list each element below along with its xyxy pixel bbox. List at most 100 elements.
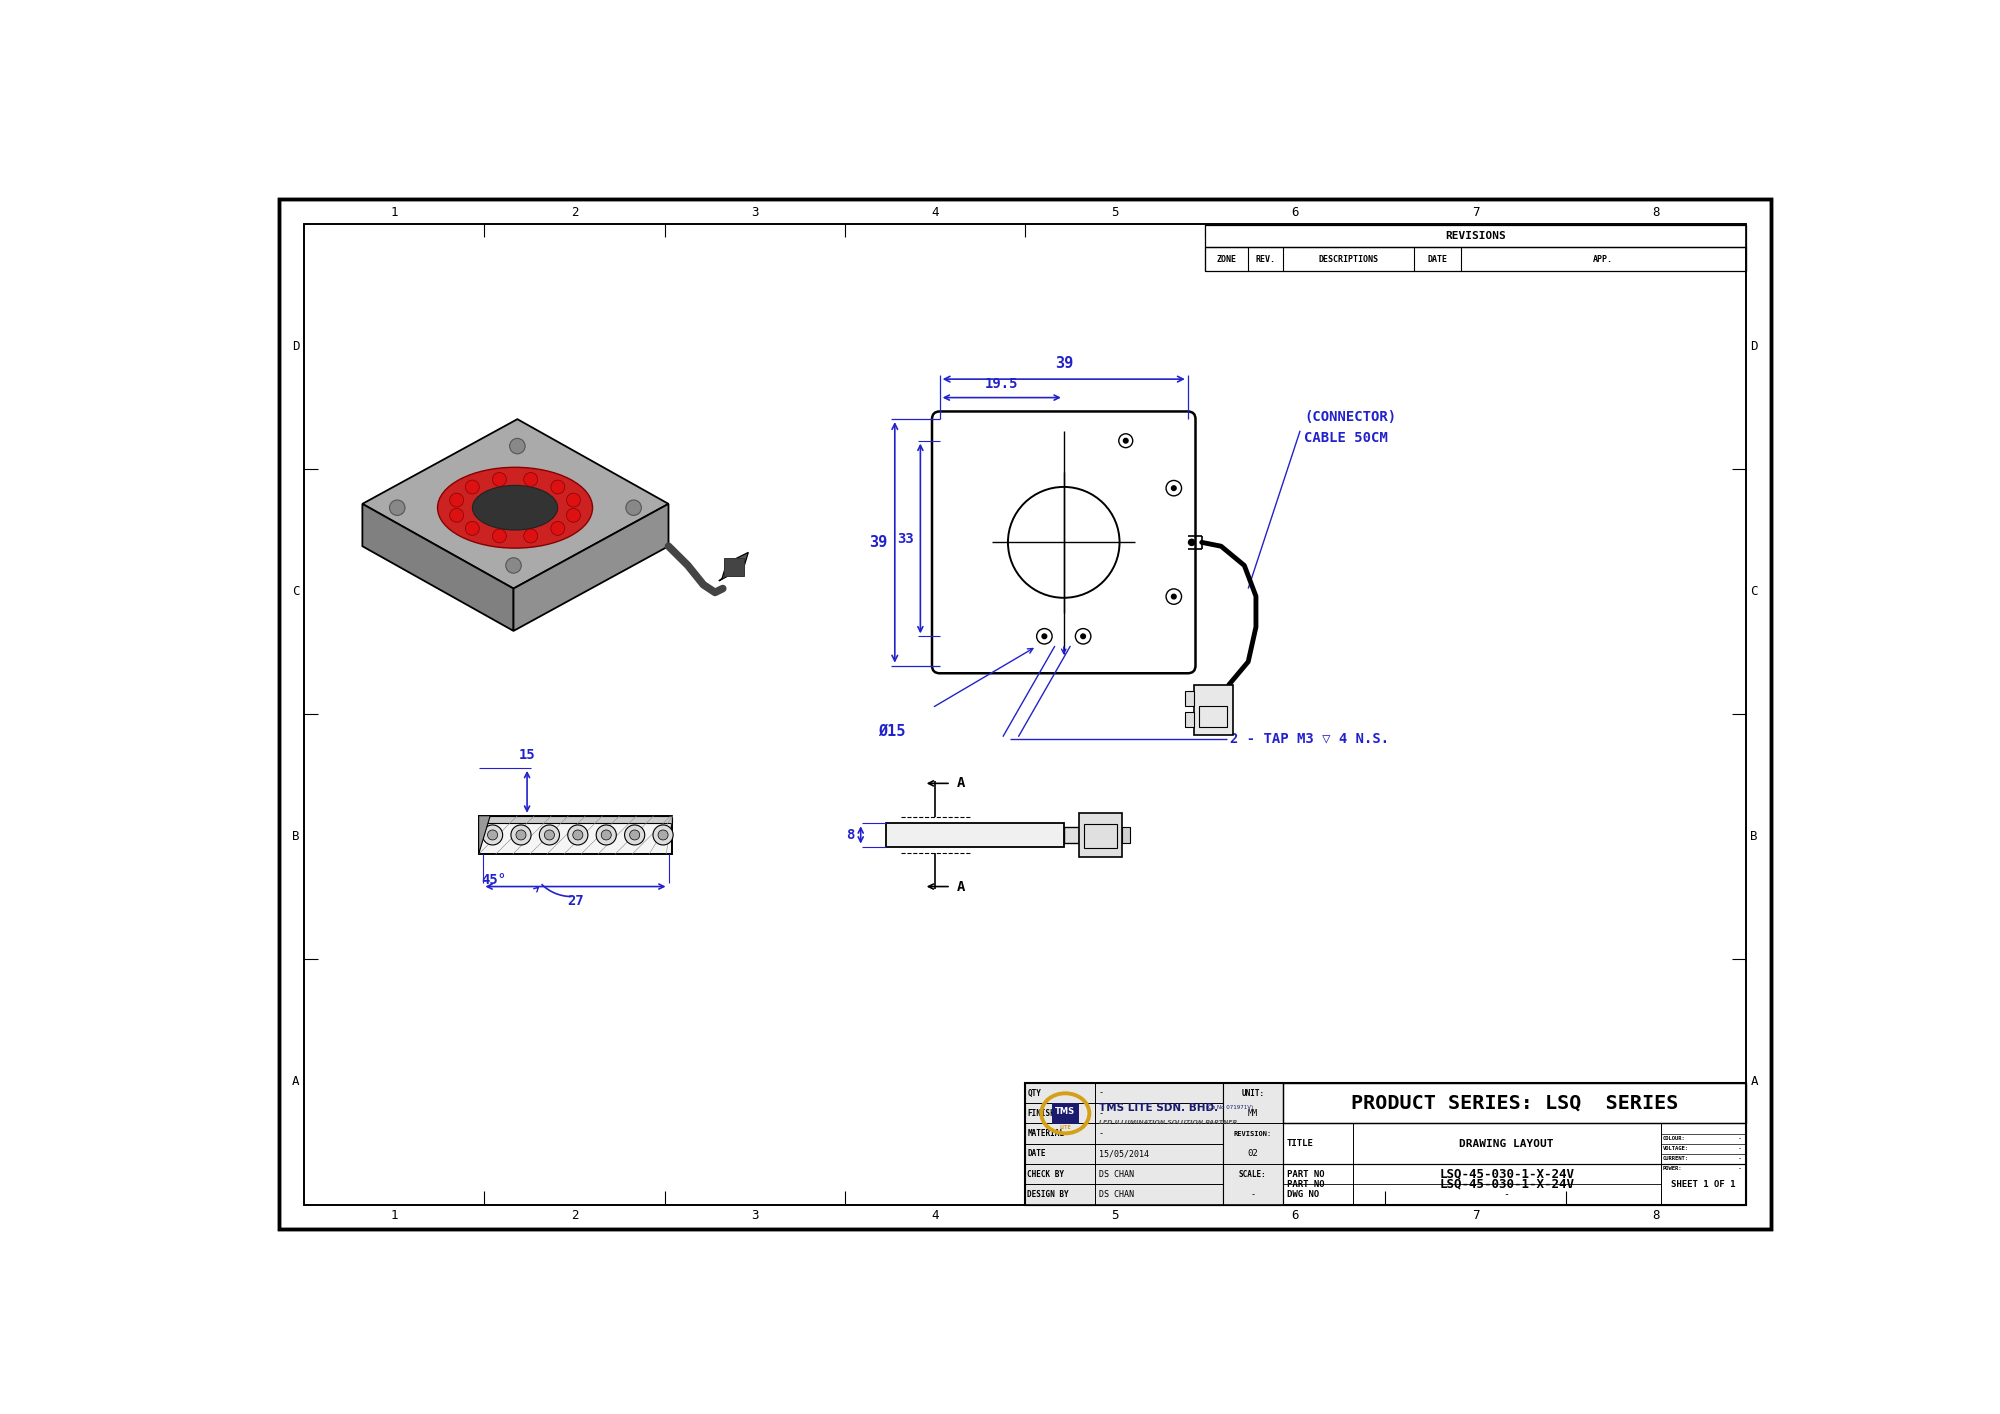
- Polygon shape: [362, 419, 668, 588]
- Bar: [886, 823, 1064, 847]
- Text: LSQ-45-030-1-X-24V: LSQ-45-030-1-X-24V: [1440, 1168, 1574, 1181]
- Text: CABLE 50CM: CABLE 50CM: [1304, 431, 1388, 445]
- Text: 8: 8: [1652, 1209, 1660, 1222]
- Text: DESIGN BY: DESIGN BY: [1028, 1191, 1068, 1199]
- Text: 8: 8: [1652, 206, 1660, 219]
- Text: 5: 5: [1112, 206, 1118, 219]
- Text: 2: 2: [570, 1209, 578, 1222]
- Circle shape: [1080, 633, 1086, 639]
- Circle shape: [482, 824, 502, 846]
- Circle shape: [1172, 594, 1176, 600]
- Text: POWER:: POWER:: [1662, 1167, 1682, 1171]
- Bar: [478, 816, 672, 823]
- Text: 3: 3: [750, 1209, 758, 1222]
- Bar: [478, 816, 672, 854]
- Circle shape: [510, 438, 526, 454]
- Text: QTY: QTY: [1028, 1089, 1042, 1097]
- Text: FINISHING: FINISHING: [1028, 1109, 1068, 1118]
- Circle shape: [1172, 486, 1176, 491]
- Text: 19.5: 19.5: [984, 378, 1018, 392]
- Text: -: -: [1738, 1155, 1742, 1161]
- Text: DRAWING LAYOUT: DRAWING LAYOUT: [1460, 1138, 1554, 1148]
- Text: REVISION:: REVISION:: [1234, 1131, 1272, 1137]
- FancyBboxPatch shape: [932, 411, 1196, 673]
- Text: 33: 33: [898, 532, 914, 546]
- Text: 4: 4: [932, 206, 938, 219]
- Circle shape: [492, 529, 506, 543]
- Text: -: -: [1738, 1165, 1742, 1172]
- Circle shape: [1188, 539, 1194, 546]
- Circle shape: [1124, 438, 1128, 443]
- Ellipse shape: [472, 485, 558, 530]
- Text: B: B: [292, 830, 300, 843]
- Bar: [1284, 1083, 1746, 1124]
- Text: DATE: DATE: [1428, 255, 1448, 263]
- Text: VOLTAGE:: VOLTAGE:: [1662, 1145, 1688, 1151]
- Text: -: -: [1098, 1130, 1104, 1138]
- Text: (CONNECTOR): (CONNECTOR): [1304, 410, 1396, 424]
- Text: 39: 39: [1054, 356, 1072, 372]
- Bar: [1064, 827, 1080, 843]
- Text: D: D: [1750, 339, 1758, 352]
- Text: 7: 7: [1472, 206, 1480, 219]
- Bar: [1024, 1083, 1222, 1205]
- Circle shape: [624, 824, 644, 846]
- Polygon shape: [478, 816, 490, 854]
- Text: -: -: [1098, 1109, 1104, 1118]
- Text: SCALE:: SCALE:: [1238, 1169, 1266, 1179]
- Text: LED ILLUMINATION SOLUTION PARTNER: LED ILLUMINATION SOLUTION PARTNER: [1098, 1120, 1236, 1126]
- Bar: [1206, 225, 1746, 246]
- Text: DS CHAN: DS CHAN: [1098, 1169, 1134, 1179]
- Text: D: D: [292, 339, 300, 352]
- Text: 3: 3: [750, 206, 758, 219]
- Text: TMS: TMS: [1056, 1107, 1076, 1116]
- Text: 6: 6: [1292, 1209, 1300, 1222]
- Text: 2 - TAP M3 ▽ 4 N.S.: 2 - TAP M3 ▽ 4 N.S.: [1230, 731, 1390, 745]
- Circle shape: [602, 830, 612, 840]
- Bar: [1222, 1083, 1284, 1205]
- Ellipse shape: [438, 467, 592, 549]
- Bar: [1206, 246, 1746, 271]
- Text: 27: 27: [568, 894, 584, 908]
- Bar: [1184, 691, 1194, 707]
- Text: Ø15: Ø15: [878, 724, 906, 738]
- Text: 2: 2: [570, 206, 578, 219]
- Text: CHECK BY: CHECK BY: [1028, 1169, 1064, 1179]
- Bar: [1084, 824, 1118, 848]
- Circle shape: [652, 824, 674, 846]
- Circle shape: [450, 493, 464, 508]
- Bar: [724, 557, 744, 577]
- Circle shape: [544, 830, 554, 840]
- Text: A: A: [1750, 1076, 1758, 1089]
- Text: -: -: [1504, 1189, 1510, 1199]
- Text: LSQ-45-030-1-X-24V: LSQ-45-030-1-X-24V: [1440, 1178, 1574, 1191]
- Circle shape: [466, 481, 480, 493]
- Circle shape: [566, 509, 580, 522]
- Circle shape: [566, 493, 580, 508]
- Text: 5: 5: [1112, 1209, 1118, 1222]
- Circle shape: [550, 522, 564, 536]
- Circle shape: [540, 824, 560, 846]
- Text: COLOUR:: COLOUR:: [1662, 1135, 1686, 1141]
- Circle shape: [466, 522, 480, 536]
- Text: 02: 02: [1248, 1150, 1258, 1158]
- Circle shape: [658, 830, 668, 840]
- Text: A: A: [958, 880, 966, 894]
- Text: 15/05/2014: 15/05/2014: [1098, 1150, 1148, 1158]
- Text: 15: 15: [518, 748, 536, 762]
- Text: REV.: REV.: [1256, 255, 1276, 263]
- Text: TMS LITE SDN. BHD.: TMS LITE SDN. BHD.: [1098, 1103, 1218, 1113]
- Text: REVISIONS: REVISIONS: [1446, 230, 1506, 240]
- Text: DESCRIPTIONS: DESCRIPTIONS: [1318, 255, 1378, 263]
- Text: TITLE: TITLE: [1286, 1140, 1314, 1148]
- Circle shape: [550, 481, 564, 493]
- Text: DWG NO: DWG NO: [1286, 1191, 1320, 1199]
- Circle shape: [1042, 633, 1046, 639]
- Text: PRODUCT SERIES: LSQ  SERIES: PRODUCT SERIES: LSQ SERIES: [1350, 1093, 1678, 1113]
- Text: 7: 7: [1472, 1209, 1480, 1222]
- Polygon shape: [362, 503, 514, 631]
- Bar: [1080, 813, 1122, 857]
- Circle shape: [630, 830, 640, 840]
- Circle shape: [390, 501, 404, 516]
- Circle shape: [510, 824, 532, 846]
